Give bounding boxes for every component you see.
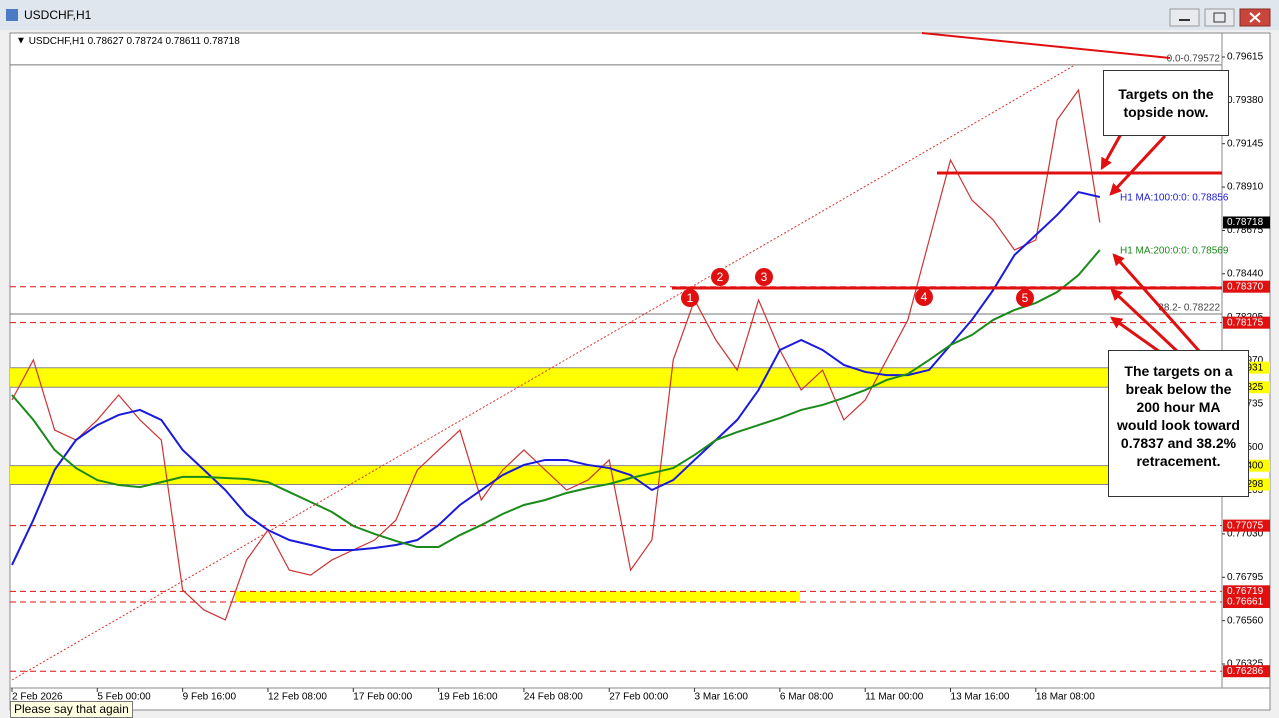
ma-label: H1 MA:200:0:0: 0.78569	[1120, 246, 1229, 257]
x-tick-label: 11 Mar 00:00	[865, 692, 924, 703]
level-box	[1223, 585, 1270, 598]
level-label: 0.76286	[1227, 666, 1264, 677]
ohlc-value: 0.78611	[165, 36, 201, 47]
x-tick-label: 9 Feb 16:00	[183, 692, 237, 703]
level-box	[1223, 596, 1270, 609]
level-box	[1223, 316, 1270, 329]
ohlc-value: 0.78627	[88, 36, 125, 47]
level-box	[1223, 280, 1270, 293]
chart-layers: 0.0-0.79572 38.2- 0.78222 H1 MA:100:0:0: 0…	[10, 54, 1229, 672]
ohlc-value: 0.78724	[127, 36, 164, 47]
level-label: 0.78175	[1227, 317, 1264, 328]
marker-label: 1	[687, 291, 694, 305]
y-tick-label: 0.78675	[1227, 225, 1264, 236]
zone	[235, 591, 800, 603]
x-tick-label: 6 Mar 08:00	[780, 692, 834, 703]
x-tick-label: 12 Feb 08:00	[268, 692, 327, 703]
time-axis	[9, 687, 1271, 711]
symbol: USDCHF,H1	[29, 36, 86, 47]
y-tick-label: 0.79615	[1227, 52, 1264, 63]
marker-circle	[755, 268, 773, 286]
fib-label: 38.2- 0.78222	[1158, 303, 1220, 314]
y-tick-label: 0.78910	[1227, 182, 1264, 193]
ohlc: 0.78627 0.78724 0.78611 0.78718	[88, 36, 241, 47]
marker-label: 5	[1022, 291, 1029, 305]
level-label: 0.76719	[1227, 586, 1264, 597]
marker-label: 3	[761, 270, 768, 284]
level-label: 0.76661	[1227, 597, 1264, 608]
level-label: 0.78370	[1227, 281, 1264, 292]
maximize-icon	[1213, 12, 1226, 23]
zone	[10, 367, 1222, 388]
current-price-label: 0.78718	[1227, 217, 1264, 228]
y-tick-label: 0.76795	[1227, 572, 1264, 583]
x-tick-label: 27 Feb 00:00	[609, 692, 668, 703]
marker-circle	[1016, 289, 1034, 307]
markers: 1 2 3 4 5	[681, 268, 1034, 307]
level-box	[1223, 519, 1270, 532]
level-box	[1223, 665, 1270, 678]
level-label: 0.77075	[1227, 520, 1264, 531]
marker-label: 4	[921, 290, 928, 304]
marker-circle	[915, 288, 933, 306]
ma-line	[11, 190, 1101, 566]
zone	[10, 465, 1222, 485]
y-tick-label: 0.78440	[1227, 268, 1264, 279]
y-tick-label: 0.76560	[1227, 615, 1264, 626]
arrow	[1112, 253, 1202, 353]
ohlc-value: 0.78718	[204, 36, 241, 47]
fib-diagonal	[11, 64, 1076, 681]
trend-line	[921, 32, 1171, 59]
y-tick-label: 0.79145	[1227, 138, 1264, 149]
price-line	[11, 88, 1101, 621]
x-tick-label: 17 Feb 00:00	[353, 692, 412, 703]
close-icon	[1249, 12, 1261, 23]
window-icon	[6, 9, 18, 21]
x-tick-label: 2 Feb 2026	[12, 692, 63, 703]
ma-line	[11, 249, 1101, 549]
ma-label: H1 MA:100:0:0: 0.78856	[1120, 193, 1229, 204]
y-tick-label: 0.77030	[1227, 529, 1264, 540]
arrow	[1110, 316, 1161, 354]
marker-label: 2	[717, 270, 724, 284]
minimize-button[interactable]	[1169, 8, 1200, 27]
x-tick-label: 18 Mar 08:00	[1036, 692, 1095, 703]
arrow	[1110, 288, 1180, 354]
current-price-box	[1223, 216, 1270, 229]
plot-area	[9, 32, 1223, 689]
x-tick-label: 24 Feb 08:00	[524, 692, 583, 703]
y-tick-label: 0.79380	[1227, 95, 1264, 106]
arrow	[1109, 134, 1167, 196]
title-bar	[0, 0, 1279, 30]
x-tick-label: 3 Mar 16:00	[695, 692, 749, 703]
y-tick-label: 0.76325	[1227, 659, 1264, 670]
symbol-info: ▼ USDCHF,H1 0.78627 0.78724 0.78611 0.78…	[16, 36, 240, 47]
marker-circle	[711, 268, 729, 286]
window-title: USDCHF,H1	[24, 8, 92, 22]
downside-note: The targets on a break below the 200 hou…	[1108, 350, 1249, 497]
tooltip: Please say that again	[10, 701, 133, 718]
fib-label: 0.0-0.79572	[1167, 54, 1221, 65]
x-tick-label: 13 Mar 16:00	[951, 692, 1010, 703]
topside-note: Targets on the topside now.	[1103, 70, 1229, 136]
x-tick-label: 19 Feb 16:00	[439, 692, 498, 703]
marker-circle	[681, 289, 699, 307]
maximize-button[interactable]	[1204, 8, 1235, 27]
x-tick-label: 5 Feb 00:00	[97, 692, 151, 703]
